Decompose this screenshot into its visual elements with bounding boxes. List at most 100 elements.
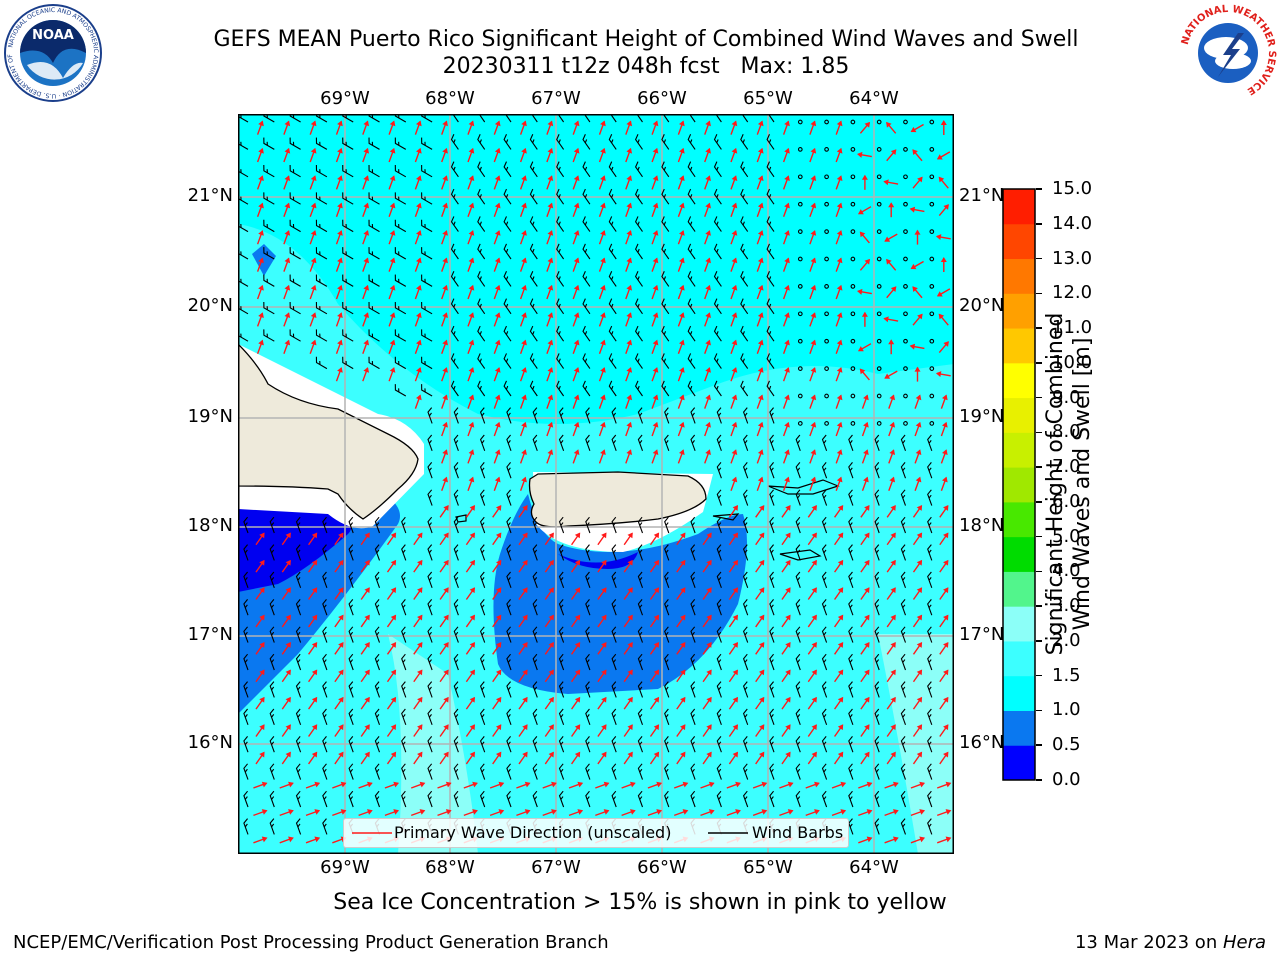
wave-legend-swatch — [352, 832, 392, 834]
wind-barb — [269, 736, 275, 753]
lat-tick-left: 19°N — [187, 406, 233, 427]
wave-legend-label: Primary Wave Direction (unscaled) — [394, 823, 672, 842]
wind-barb — [532, 653, 538, 671]
wind-barb — [611, 434, 617, 451]
colorbar-segment — [1003, 710, 1035, 746]
wave-arrow — [467, 284, 475, 300]
wind-barb — [927, 626, 933, 643]
wave-arrow — [441, 284, 448, 300]
wave-arrow — [281, 532, 291, 546]
wave-arrow — [309, 339, 317, 355]
wave-arrow — [544, 614, 554, 628]
wind-barb — [421, 384, 433, 397]
wave-arrow — [358, 781, 373, 789]
wave-arrow — [309, 120, 317, 135]
wind-barb — [427, 571, 433, 588]
wave-arrow — [360, 696, 370, 710]
wave-arrow — [255, 642, 265, 655]
wind-barb — [427, 763, 433, 780]
wind-barb — [532, 571, 538, 588]
wind-barb — [850, 119, 856, 125]
wave-arrow — [410, 781, 426, 789]
wind-barb — [453, 790, 459, 808]
noaa-logo-text: NOAA — [32, 28, 74, 43]
wave-arrow — [914, 476, 922, 492]
wind-barb — [664, 599, 670, 616]
wind-barb — [479, 653, 486, 671]
colorbar-tick-label: 10.0 — [1052, 351, 1093, 373]
wind-barb — [238, 274, 249, 287]
wind-barb — [558, 626, 565, 643]
wave-arrow — [835, 476, 843, 492]
wave-arrow — [362, 230, 370, 245]
wave-arrow — [414, 312, 422, 327]
wave-arrow — [598, 394, 606, 409]
wind-barb — [637, 626, 644, 643]
wave-arrow — [728, 532, 738, 546]
wave-arrow — [859, 231, 870, 244]
wind-barb — [503, 188, 512, 205]
wave-arrow — [519, 230, 527, 245]
wave-arrow — [807, 614, 817, 628]
wind-barb — [611, 407, 617, 424]
wave-arrow — [283, 120, 291, 135]
wind-barb — [453, 489, 459, 506]
wind-barb — [929, 284, 935, 289]
wind-barb — [740, 380, 749, 397]
wind-barb — [269, 516, 275, 534]
wave-arrow — [256, 175, 264, 190]
wave-arrow — [884, 809, 899, 817]
wave-arrow — [572, 312, 580, 327]
lon-tick-top: 66°W — [637, 88, 687, 109]
wind-barb — [687, 188, 696, 205]
wind-barb — [506, 790, 512, 808]
wind-barb — [637, 571, 644, 588]
wave-arrow — [940, 421, 948, 437]
wind-barb — [289, 301, 301, 315]
wind-barb — [529, 271, 538, 287]
wind-barb — [848, 516, 854, 534]
wave-arrow — [546, 257, 554, 272]
wave-arrow — [255, 532, 265, 546]
map-legend: Primary Wave Direction (unscaled) Wind B… — [343, 818, 849, 848]
wind-barb — [427, 434, 433, 451]
wind-barb — [238, 164, 249, 178]
wind-barb — [427, 736, 433, 753]
wind-barb — [874, 708, 880, 725]
wind-barb — [322, 571, 328, 588]
wave-arrow — [544, 642, 554, 655]
wind-barb — [558, 653, 565, 671]
wave-arrow — [492, 724, 502, 737]
wave-arrow — [281, 669, 291, 683]
wave-arrow — [651, 394, 659, 409]
wave-arrow — [835, 257, 843, 272]
wind-barb — [322, 736, 328, 753]
wind-barb — [243, 763, 249, 780]
wind-barb — [315, 247, 328, 260]
wave-arrow — [441, 120, 448, 135]
wind-barb — [797, 119, 803, 125]
wind-barb — [690, 516, 696, 534]
wind-barb — [348, 790, 354, 808]
wind-barb — [742, 407, 749, 424]
wave-arrow — [362, 120, 370, 135]
wind-barb — [529, 216, 538, 232]
wave-arrow — [386, 751, 397, 765]
wave-arrow — [388, 367, 396, 382]
wind-barb — [769, 681, 775, 698]
wave-arrow — [414, 339, 422, 355]
wave-arrow — [649, 751, 660, 765]
wave-arrow — [834, 505, 844, 518]
map-title: GEFS MEAN Puerto Rico Significant Height… — [213, 27, 1079, 52]
wind-barb — [848, 571, 854, 588]
wave-arrow — [677, 120, 685, 135]
wave-arrow — [860, 696, 870, 710]
wave-arrow — [519, 257, 527, 272]
wind-barb — [769, 736, 775, 753]
wind-barb — [927, 818, 933, 835]
wind-barb — [634, 271, 643, 287]
wind-barb — [874, 763, 880, 780]
wind-barb — [661, 325, 670, 342]
wave-arrow — [623, 751, 633, 765]
wind-barb — [342, 192, 354, 205]
